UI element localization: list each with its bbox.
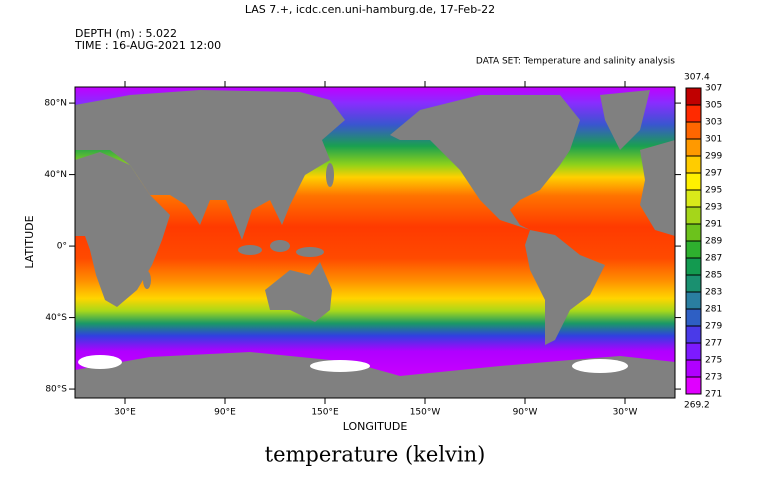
y-tick-label: 80°N: [44, 99, 67, 109]
island: [238, 245, 262, 255]
colorbar-label: 289: [705, 237, 722, 247]
colorbar-label: 291: [705, 220, 722, 230]
sea-ice: [310, 360, 370, 372]
australia: [265, 262, 332, 322]
colorbar-band: [686, 377, 701, 394]
colorbar-band: [686, 156, 701, 173]
y-tick-label: 40°S: [45, 313, 67, 323]
colorbar-label: 305: [705, 101, 722, 111]
colorbar-band: [686, 122, 701, 139]
x-tick-label: 90°E: [214, 408, 236, 418]
sea-ice: [78, 355, 122, 369]
colorbar-band: [686, 105, 701, 122]
south-america: [525, 230, 605, 345]
colorbar-band: [686, 190, 701, 207]
island: [143, 271, 151, 289]
x-tick-label: 150°W: [410, 408, 441, 418]
antarctica: [75, 352, 675, 398]
colorbar-band: [686, 292, 701, 309]
x-axis-label: LONGITUDE: [343, 420, 408, 433]
colorbar-min: 269.2: [684, 401, 710, 411]
island: [270, 240, 290, 252]
colorbar-label: 287: [705, 254, 722, 264]
colorbar-band: [686, 309, 701, 326]
colorbar-band: [686, 224, 701, 241]
sea-ice: [572, 359, 628, 373]
colorbar-band: [686, 343, 701, 360]
map-frame: [74, 86, 676, 399]
colorbar-label: 297: [705, 169, 722, 179]
colorbar-label: 303: [705, 118, 722, 128]
colorbar-band: [686, 241, 701, 258]
eurasia: [75, 90, 345, 240]
map-field: [75, 87, 675, 398]
x-tick-label: 150°E: [311, 408, 339, 418]
greenland: [600, 90, 650, 150]
north-america: [390, 95, 580, 230]
colorbar-band: [686, 275, 701, 292]
depth: DEPTH (m) : 5.022: [75, 27, 177, 40]
africa: [75, 152, 170, 307]
time: TIME : 16-AUG-2021 12:00: [74, 39, 221, 52]
colorbar-band: [686, 360, 701, 377]
colorbar-label: 277: [705, 339, 722, 349]
island: [326, 163, 334, 187]
y-tick-label: 40°N: [44, 170, 67, 180]
colorbar-label: 271: [705, 390, 722, 400]
y-axis-label: LATITUDE: [23, 215, 36, 268]
colorbar-band: [686, 207, 701, 224]
colorbar-label: 307: [705, 84, 722, 94]
colorbar-band: [686, 139, 701, 156]
header: LAS 7.+, icdc.cen.uni-hamburg.de, 17-Feb…: [245, 3, 495, 16]
colorbar-label: 299: [705, 152, 722, 162]
colorbar-band: [686, 326, 701, 343]
colorbar-band: [686, 173, 701, 190]
europe: [640, 140, 675, 236]
x-tick-label: 30°W: [613, 408, 638, 418]
colorbar-label: 293: [705, 203, 722, 213]
colorbar-label: 301: [705, 135, 722, 145]
x-tick-label: 30°E: [114, 408, 136, 418]
colorbar-label: 285: [705, 271, 722, 281]
colorbar-outline: [685, 87, 702, 395]
colorbar-band: [686, 88, 701, 105]
colorbar-label: 273: [705, 373, 722, 383]
colorbar-label: 281: [705, 305, 722, 315]
colorbar-max: 307.4: [684, 73, 710, 83]
x-tick-label: 90°W: [513, 408, 538, 418]
island: [296, 247, 324, 257]
colorbar-band: [686, 258, 701, 275]
y-tick-label: 80°S: [45, 385, 67, 395]
colorbar-label: 279: [705, 322, 722, 332]
colorbar-label: 283: [705, 288, 722, 298]
colorbar-label: 275: [705, 356, 722, 366]
dataset: DATA SET: Temperature and salinity analy…: [476, 57, 675, 67]
y-tick-label: 0°: [57, 242, 67, 252]
caption: temperature (kelvin): [265, 443, 486, 467]
colorbar-label: 295: [705, 186, 722, 196]
